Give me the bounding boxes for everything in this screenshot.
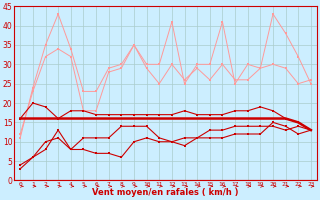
- X-axis label: Vent moyen/en rafales ( km/h ): Vent moyen/en rafales ( km/h ): [92, 188, 239, 197]
